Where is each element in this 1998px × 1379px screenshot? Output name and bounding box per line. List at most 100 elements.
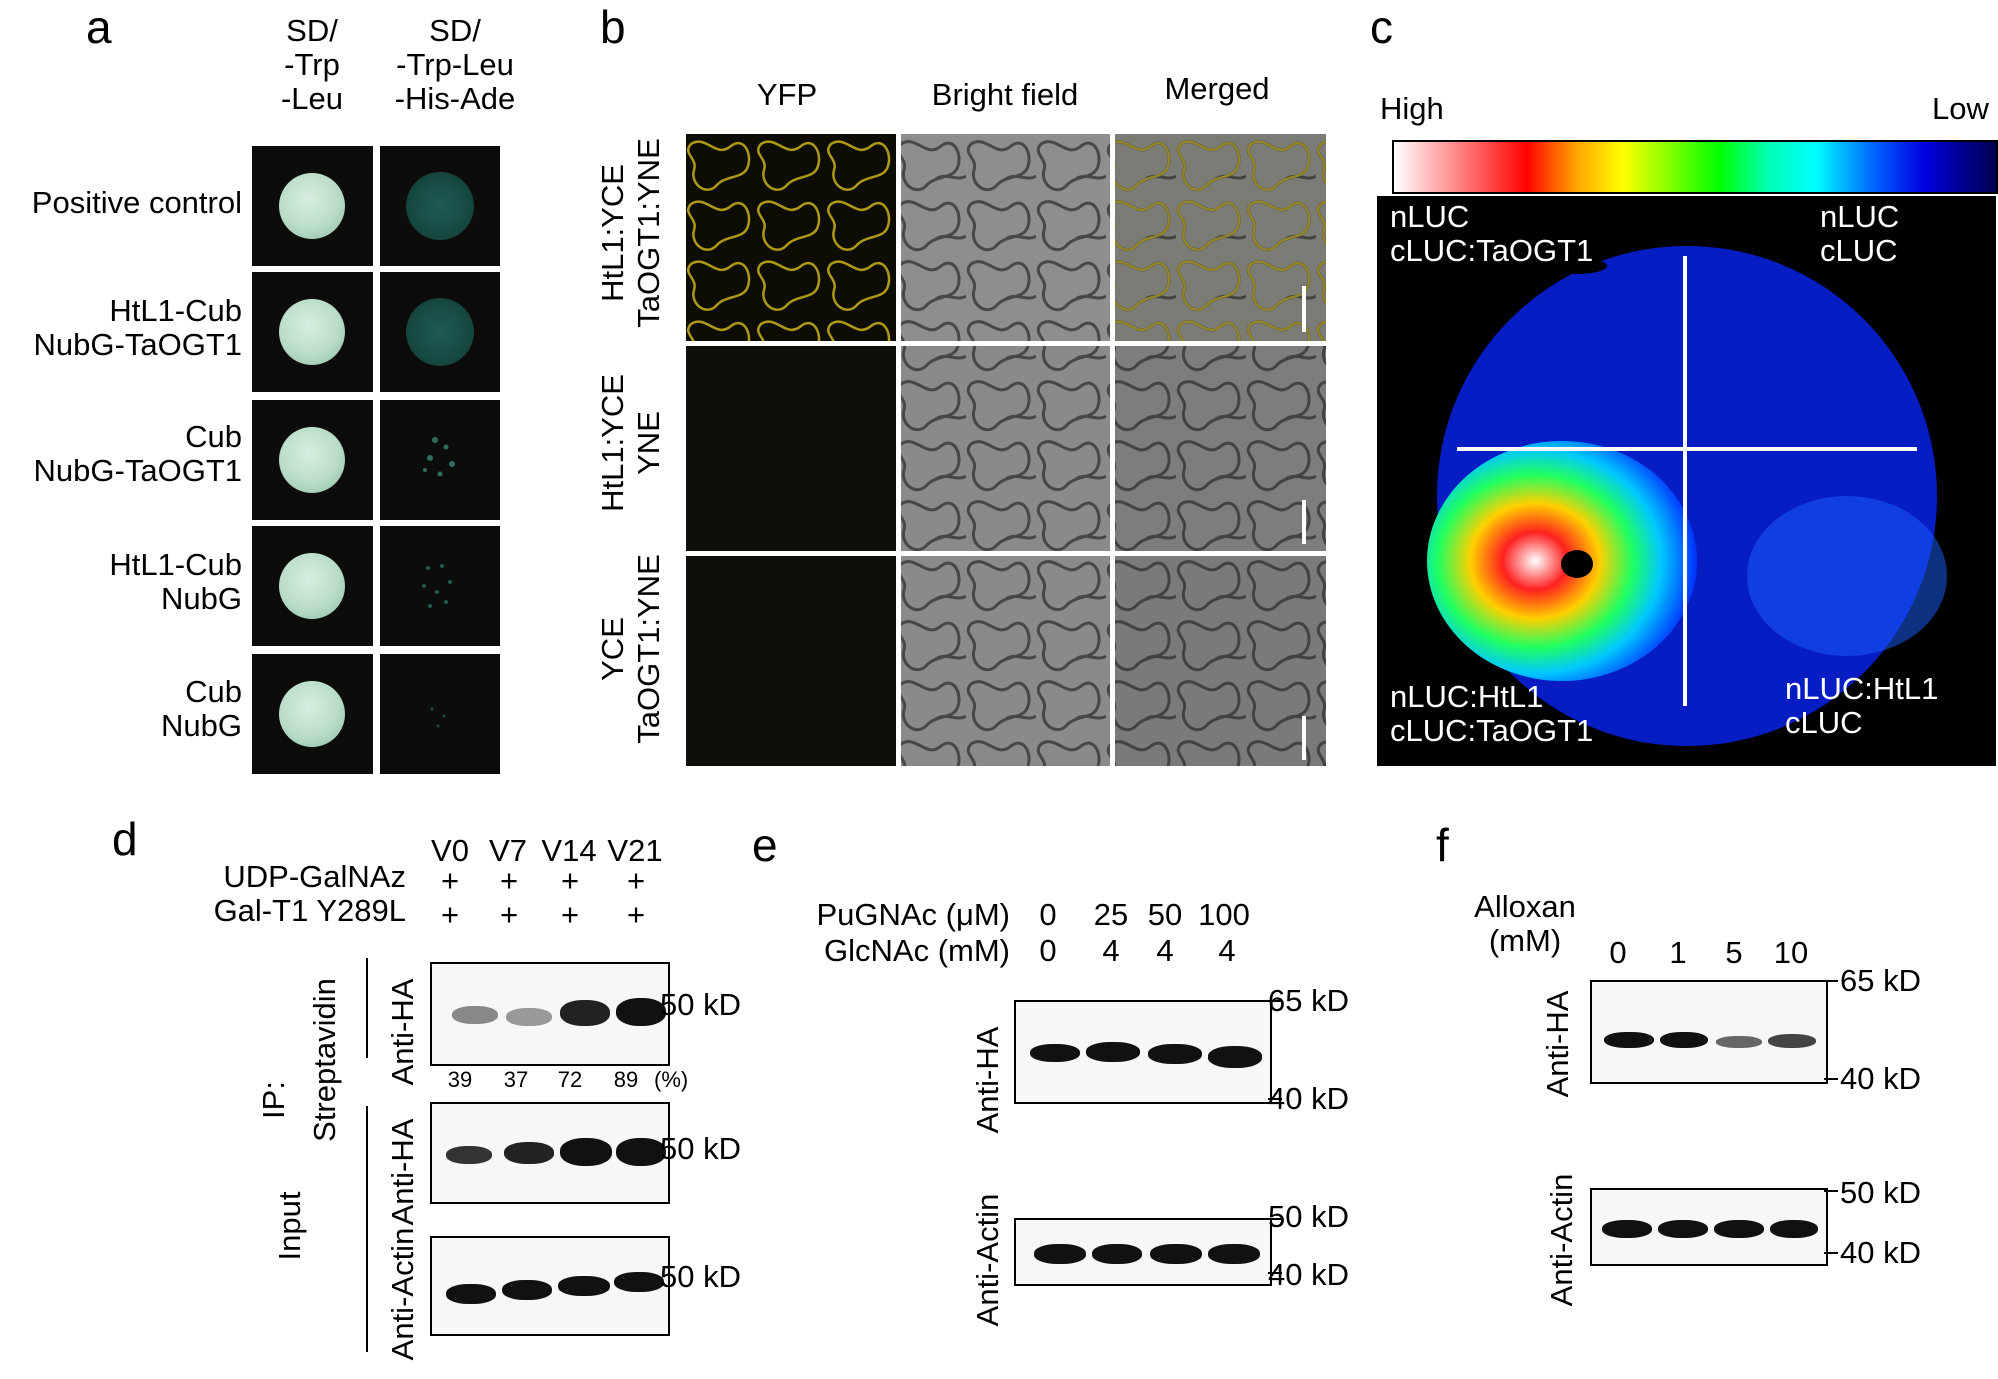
quadrant-line: nLUC (1820, 199, 1900, 234)
blot-band (452, 1006, 498, 1024)
microscopy-grid (686, 134, 1326, 766)
panel-a-col-header-1: SD/ -Trp -Leu (252, 13, 372, 116)
colony-tile (252, 400, 373, 520)
row-line: Cub (185, 419, 242, 454)
percent-value: 39 (447, 1067, 473, 1092)
western-blot (1014, 1000, 1272, 1104)
blot-band (446, 1146, 492, 1164)
blot-band (558, 1276, 610, 1296)
panel-b-row-label-1: HtL1:YCE TaOGT1:YNE (595, 133, 685, 333)
glcnac-value: 0 (1039, 933, 1057, 968)
row-line: NubG (161, 708, 242, 744)
scale-high-label: High (1380, 91, 1444, 126)
anti-actin-label: Anti-Actin (385, 1227, 420, 1361)
blot-band (1086, 1042, 1140, 1062)
lane-label: V7 (489, 833, 527, 868)
row-line: HtL1-Cub (109, 547, 242, 582)
blot-band (1030, 1044, 1080, 1062)
percent-value: 89 (613, 1067, 639, 1092)
marker-tick (1824, 1252, 1838, 1254)
western-blot (430, 962, 670, 1066)
row-line: YCE (595, 617, 630, 681)
alloxan-value: 10 (1773, 935, 1809, 970)
row-line: HtL1-Cub (109, 293, 242, 328)
blot-band (616, 1138, 666, 1166)
plus-sign: + (499, 897, 519, 932)
panel-label-e: e (752, 819, 778, 871)
plus-sign: + (499, 863, 519, 898)
colony-tile (380, 526, 500, 646)
scale-low-label: Low (1932, 91, 1989, 126)
western-blot (1014, 1218, 1272, 1286)
blot-band (614, 1272, 664, 1292)
size-marker: 65 kD (1840, 963, 1921, 998)
size-marker: 40 kD (1268, 1081, 1349, 1116)
blot-band (1602, 1220, 1652, 1238)
panel-b-col-header-merged: Merged (1164, 71, 1270, 106)
row-line: Positive control (31, 185, 242, 220)
marker-tick (1824, 980, 1838, 982)
input-label: Input (272, 1191, 307, 1261)
colony-tile (380, 146, 500, 266)
panel-label-d: d (112, 813, 138, 865)
panel-b-row-label-3: YCE TaOGT1:YNE (595, 549, 685, 749)
anti-ha-label: Anti-HA (385, 978, 420, 1086)
yeast-colony (279, 681, 345, 747)
percent-value: 37 (503, 1067, 529, 1092)
luminescence-color-scale (1392, 140, 1998, 194)
alloxan-value: 0 (1609, 935, 1627, 970)
alloxan-title: Alloxan (mM) (1450, 889, 1600, 958)
plus-sign: + (560, 897, 580, 932)
size-marker: 50 kD (1840, 1175, 1921, 1210)
panel-a-row-label-5: Cub NubG (0, 674, 242, 744)
colony-tile (252, 146, 373, 266)
colony-tile (380, 654, 500, 774)
western-blot (430, 1236, 670, 1336)
yeast-colony (279, 553, 345, 619)
marker-tick (1824, 1078, 1838, 1080)
western-blot (430, 1102, 670, 1204)
pugnac-label: PuGNAc (μM) (816, 897, 1010, 932)
panel-b-row-label-2: HtL1:YCE YNE (595, 343, 685, 543)
size-marker: 50 kD (1268, 1199, 1349, 1234)
size-marker: 40 kD (1840, 1235, 1921, 1270)
percent-unit: (%) (654, 1067, 689, 1092)
size-marker: 50 kD (660, 1259, 741, 1294)
quadrant-label-top-right: nLUC cLUC (1820, 199, 1900, 268)
size-marker: 40 kD (1840, 1061, 1921, 1096)
blot-band (446, 1284, 496, 1304)
western-blot (1590, 980, 1828, 1084)
blot-band (1092, 1244, 1142, 1264)
blot-band (1150, 1244, 1202, 1264)
colony-tile (252, 272, 373, 392)
quadrant-line: nLUC:HtL1 (1785, 671, 1939, 706)
panel-label-f: f (1436, 819, 1449, 871)
panel-a-row-label-2: HtL1-Cub NubG-TaOGT1 (0, 293, 242, 363)
quadrant-line: cLUC (1785, 705, 1863, 741)
marker-tick (1824, 1190, 1838, 1192)
yeast-colony (279, 173, 345, 239)
leaf-luminescence (1427, 246, 1947, 746)
blot-band (560, 1138, 612, 1166)
size-marker: 40 kD (1268, 1257, 1349, 1292)
lane-label: V0 (431, 833, 469, 868)
blot-band (1034, 1244, 1086, 1264)
header-line: SD/ (286, 13, 338, 48)
quadrant-line: nLUC (1390, 199, 1470, 234)
title-line: Alloxan (1474, 889, 1576, 924)
panel-label-a: a (86, 1, 112, 53)
panel-b-col-header-bright: Bright field (931, 77, 1079, 112)
bracket-line (366, 958, 368, 1058)
panel-a-row-label-1: Positive control (0, 185, 242, 220)
plus-sign: + (626, 897, 646, 932)
yfp-image (686, 556, 896, 766)
row-line: NubG (161, 581, 242, 617)
glcnac-value: 4 (1218, 933, 1236, 968)
blot-band (1716, 1036, 1762, 1048)
blot-band (1660, 1032, 1708, 1048)
plus-sign: + (560, 863, 580, 898)
row-line: NubG-TaOGT1 (33, 327, 242, 363)
percent-value: 72 (557, 1067, 583, 1092)
alloxan-value: 5 (1725, 935, 1743, 970)
streptavidin-label: Streptavidin (307, 978, 342, 1142)
